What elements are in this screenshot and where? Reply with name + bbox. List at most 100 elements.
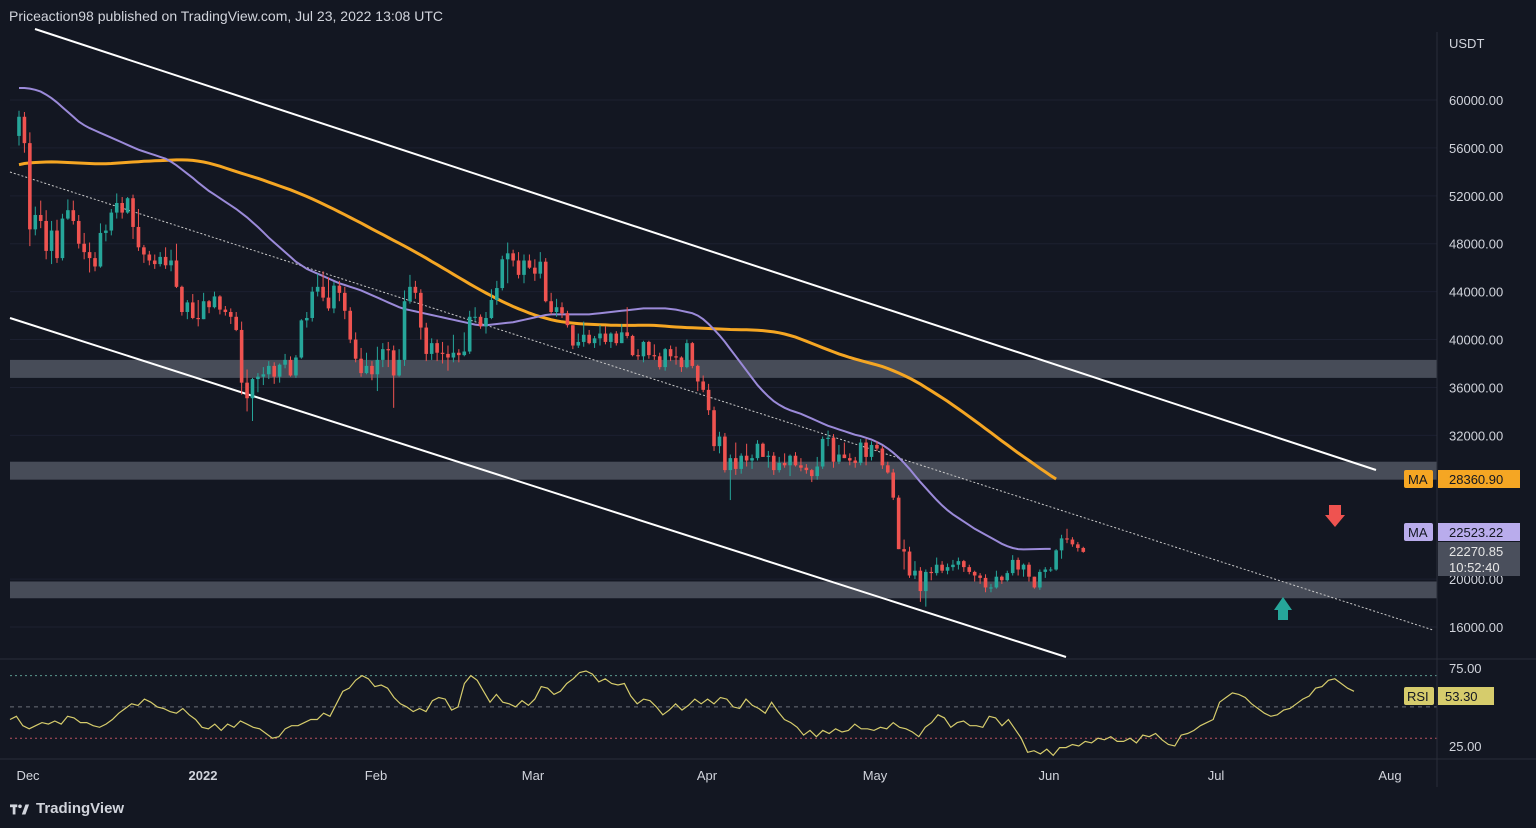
candle-body: [413, 286, 418, 293]
candle-body: [902, 549, 906, 552]
candle-body: [701, 381, 705, 390]
candle-body: [1005, 573, 1010, 581]
candle-body: [440, 352, 445, 354]
candle-body: [38, 214, 43, 221]
candle-body: [978, 575, 982, 578]
candle-body: [527, 260, 532, 268]
candle-body: [33, 214, 38, 230]
candle-body: [739, 455, 743, 469]
candle-body: [500, 259, 505, 289]
candle-body: [837, 454, 841, 462]
candle-body: [343, 292, 347, 311]
candle-body: [598, 333, 602, 339]
candle-body: [690, 343, 695, 366]
candle-body: [1027, 564, 1031, 577]
candle-body: [66, 210, 70, 219]
candle-body: [652, 355, 657, 357]
candle-body: [76, 220, 81, 244]
price-tick-label: 48000.00: [1449, 237, 1503, 252]
candle-body: [918, 570, 923, 592]
candle-body: [717, 436, 722, 447]
candle-body: [158, 256, 162, 265]
candle-body: [842, 454, 847, 459]
candle-body: [17, 116, 21, 136]
candle-body: [142, 247, 146, 255]
candle-body: [310, 291, 315, 318]
candle-body: [478, 316, 483, 327]
price-tick-label: 44000.00: [1449, 285, 1503, 300]
candle-body: [674, 356, 678, 358]
candle-body: [771, 455, 776, 471]
last-price-tag: [1438, 542, 1520, 576]
candle-body: [397, 359, 401, 376]
candle-body: [353, 339, 358, 359]
candle-body: [125, 198, 130, 213]
candle-body: [744, 455, 749, 461]
candle-body: [809, 470, 814, 477]
candle-body: [511, 253, 515, 261]
candle-body: [761, 443, 765, 457]
price-tick-label: 60000.00: [1449, 93, 1503, 108]
candle-body: [266, 365, 271, 375]
candle-body: [940, 564, 944, 571]
last-price-value: 22270.85: [1449, 544, 1503, 559]
candle-body: [457, 352, 461, 356]
time-axis-label: 2022: [189, 768, 218, 783]
candle-body: [419, 292, 423, 328]
candle-body: [636, 355, 640, 357]
candle-body: [190, 302, 195, 318]
candle-body: [505, 253, 510, 260]
candle-body: [522, 260, 526, 275]
rsi-value-tag: [1438, 687, 1494, 705]
candle-body: [169, 260, 173, 266]
candle-body: [321, 286, 325, 298]
candle-body: [951, 564, 955, 568]
candle-body: [332, 285, 336, 309]
candle-body: [131, 198, 135, 227]
time-axis-label: May: [863, 768, 888, 783]
candle-body: [1043, 569, 1048, 572]
candle-body: [1076, 544, 1080, 548]
moving-average-line: [19, 87, 1051, 551]
candle-body: [261, 374, 266, 377]
candle-body: [294, 357, 298, 376]
candle-body: [49, 230, 54, 251]
candle-body: [543, 261, 548, 302]
candle-body: [929, 571, 934, 574]
candle-body: [174, 260, 179, 287]
ma-price-tag: [1438, 523, 1520, 541]
ma-price-value: 28360.90: [1449, 472, 1503, 487]
rsi-legend-tag: [1404, 687, 1434, 705]
channel-line-lower: [9, 317, 1067, 658]
candle-body: [804, 467, 809, 471]
candle-body: [228, 311, 233, 317]
candle-body: [185, 302, 190, 312]
candle-body: [104, 230, 108, 233]
candle-body: [337, 285, 342, 293]
time-axis-label: Jul: [1208, 768, 1225, 783]
candle-body: [679, 357, 684, 368]
candle-body: [847, 458, 852, 461]
candle-body: [581, 334, 586, 342]
tradingview-logo[interactable]: TradingView: [10, 800, 124, 817]
candle-body: [766, 455, 771, 457]
candle-body: [315, 286, 320, 292]
price-tick-label: 16000.00: [1449, 620, 1503, 635]
candle-body: [98, 232, 103, 267]
candle-body: [93, 258, 97, 267]
candle-body: [886, 465, 890, 473]
price-tick-label: 36000.00: [1449, 380, 1503, 395]
candle-body: [348, 310, 353, 340]
candle-body: [152, 260, 157, 265]
tradingview-brand: TradingView: [36, 800, 125, 817]
candle-body: [533, 267, 537, 274]
candle-body: [120, 203, 124, 213]
candle-body: [196, 317, 200, 320]
candle-body: [484, 317, 488, 327]
candle-body: [685, 343, 689, 368]
candle-body: [180, 286, 184, 312]
candle-body: [972, 571, 977, 576]
candle-body: [44, 220, 48, 251]
candle-body: [370, 365, 374, 375]
